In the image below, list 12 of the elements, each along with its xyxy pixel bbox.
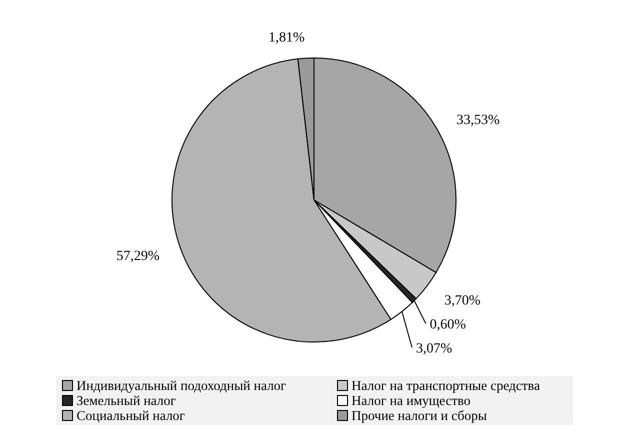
- data-label: 3,70%: [444, 294, 481, 309]
- legend-label: Налог на имущество: [350, 393, 472, 408]
- legend-label: Земельный налог: [76, 393, 177, 408]
- legend-label: Социальный налог: [76, 408, 186, 423]
- legend-label: Налог на транспортные средства: [350, 378, 541, 393]
- legend-label: Прочие налоги и сборы: [350, 408, 488, 423]
- data-label: 0,60%: [430, 318, 466, 333]
- data-label: 1,81%: [268, 30, 306, 46]
- data-label: 33,53%: [456, 112, 500, 128]
- legend-label: Индивидуальный подоходный налог: [76, 378, 288, 393]
- data-label: 3,07%: [416, 342, 452, 357]
- data-label: 57,29%: [116, 249, 160, 264]
